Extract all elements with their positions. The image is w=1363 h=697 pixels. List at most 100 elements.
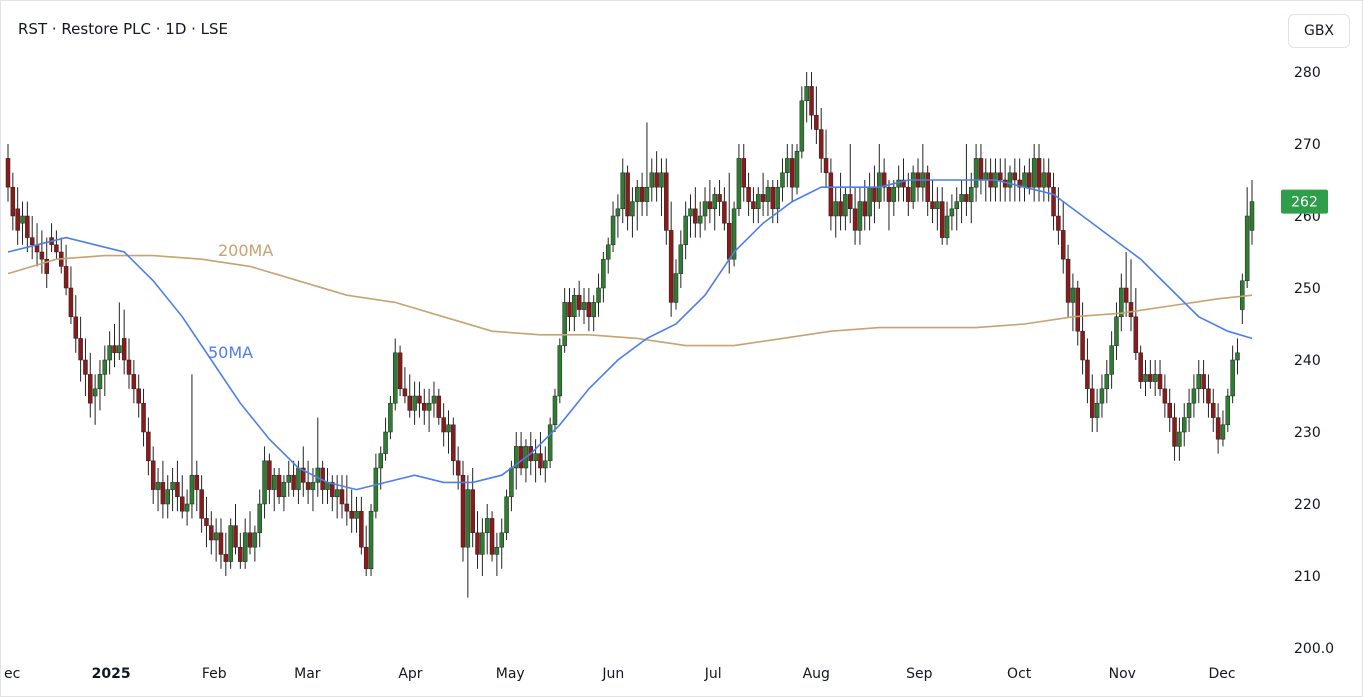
candle bbox=[693, 187, 698, 238]
candle-body-down bbox=[664, 172, 669, 231]
candle bbox=[339, 475, 345, 519]
candle-body-up bbox=[731, 208, 737, 260]
candle bbox=[978, 144, 984, 195]
candle bbox=[562, 288, 567, 353]
candle bbox=[257, 489, 262, 548]
candle-body-down bbox=[5, 158, 11, 188]
candle-body-down bbox=[1012, 172, 1018, 181]
candle bbox=[78, 316, 83, 382]
candle-body-down bbox=[194, 474, 200, 490]
candle-body-down bbox=[930, 201, 935, 210]
candle-body-up bbox=[630, 201, 635, 217]
candle-body-down bbox=[1017, 179, 1022, 188]
candle bbox=[412, 381, 417, 425]
time-axis[interactable]: ec 2025 Feb Mar Apr May Jun Jul Aug Sep Oct Nov Dec bbox=[4, 666, 1236, 682]
candle-body-down bbox=[978, 158, 984, 181]
candle bbox=[194, 460, 200, 512]
candle bbox=[654, 151, 659, 202]
candle-body-down bbox=[538, 453, 543, 469]
candle bbox=[117, 302, 122, 360]
candle bbox=[1181, 403, 1187, 447]
candle bbox=[1080, 302, 1085, 375]
candle bbox=[998, 158, 1003, 202]
candle bbox=[218, 518, 224, 569]
candle bbox=[1104, 360, 1110, 404]
currency-button[interactable]: GBX bbox=[1288, 14, 1350, 48]
candle-body-down bbox=[576, 294, 582, 310]
candle-body-down bbox=[838, 201, 843, 217]
candle bbox=[325, 468, 330, 504]
candle-body-down bbox=[451, 424, 456, 462]
candle-body-up bbox=[1196, 374, 1202, 390]
candle-body-down bbox=[1172, 417, 1177, 447]
candle-body-up bbox=[562, 302, 567, 346]
candle bbox=[843, 187, 848, 231]
candle-body-down bbox=[1002, 179, 1008, 188]
candle bbox=[552, 388, 558, 432]
candle-body-up bbox=[431, 395, 437, 404]
candle-body-down bbox=[1157, 374, 1163, 390]
candle-body-up bbox=[794, 150, 800, 188]
candle-body-up bbox=[949, 208, 955, 217]
candle bbox=[20, 201, 25, 245]
candle bbox=[291, 460, 296, 497]
candle bbox=[910, 165, 916, 209]
candle bbox=[107, 331, 112, 375]
candle bbox=[441, 403, 446, 447]
candle bbox=[789, 144, 795, 202]
candle bbox=[543, 446, 548, 483]
candle bbox=[939, 187, 945, 245]
candle bbox=[1041, 158, 1047, 202]
candle bbox=[547, 417, 553, 468]
candle bbox=[630, 187, 635, 238]
candle bbox=[431, 381, 437, 418]
candle-body-up bbox=[107, 345, 112, 361]
candle bbox=[1201, 360, 1206, 404]
candle bbox=[833, 187, 838, 238]
candle-body-down bbox=[402, 388, 408, 397]
time-tick-label: Mar bbox=[294, 666, 321, 682]
candle-body-down bbox=[1148, 374, 1153, 382]
candle-body-down bbox=[175, 482, 180, 498]
candle bbox=[847, 144, 853, 224]
candle-body-down bbox=[146, 431, 151, 462]
candle-body-down bbox=[1162, 388, 1168, 404]
chart-title: RST · Restore PLC · 1D · LSE bbox=[18, 20, 229, 38]
candle bbox=[838, 172, 843, 231]
candle bbox=[1090, 374, 1095, 432]
candle-body-up bbox=[392, 352, 398, 404]
candle-body-down bbox=[136, 388, 141, 404]
candle-body-down bbox=[349, 510, 354, 519]
candle bbox=[954, 187, 959, 231]
candle bbox=[451, 417, 456, 476]
candle bbox=[765, 180, 771, 216]
candle-body-up bbox=[1225, 395, 1231, 426]
candle bbox=[112, 324, 117, 368]
candle bbox=[697, 201, 703, 238]
candle-body-down bbox=[15, 208, 20, 231]
candle-body-down bbox=[639, 186, 645, 202]
candle-body-down bbox=[68, 287, 74, 318]
candle-body-down bbox=[717, 194, 722, 202]
candle-body-up bbox=[605, 244, 611, 260]
candle-body-down bbox=[1123, 287, 1129, 303]
candle bbox=[877, 144, 882, 209]
candle bbox=[872, 165, 877, 224]
candle bbox=[5, 144, 11, 202]
candle-body-down bbox=[29, 237, 35, 246]
candle bbox=[1225, 388, 1231, 432]
candle bbox=[146, 417, 151, 476]
candle bbox=[930, 180, 935, 224]
candle-body-up bbox=[596, 287, 601, 303]
candle-body-down bbox=[441, 417, 446, 433]
candle-body-up bbox=[683, 215, 688, 246]
candle bbox=[959, 180, 964, 224]
candle-body-up bbox=[252, 532, 258, 548]
candle-body-down bbox=[668, 230, 674, 303]
candle-body-up bbox=[756, 194, 761, 210]
candle-body-down bbox=[1046, 172, 1051, 188]
candle-body-up bbox=[1230, 359, 1235, 397]
candle-body-up bbox=[1191, 388, 1197, 404]
